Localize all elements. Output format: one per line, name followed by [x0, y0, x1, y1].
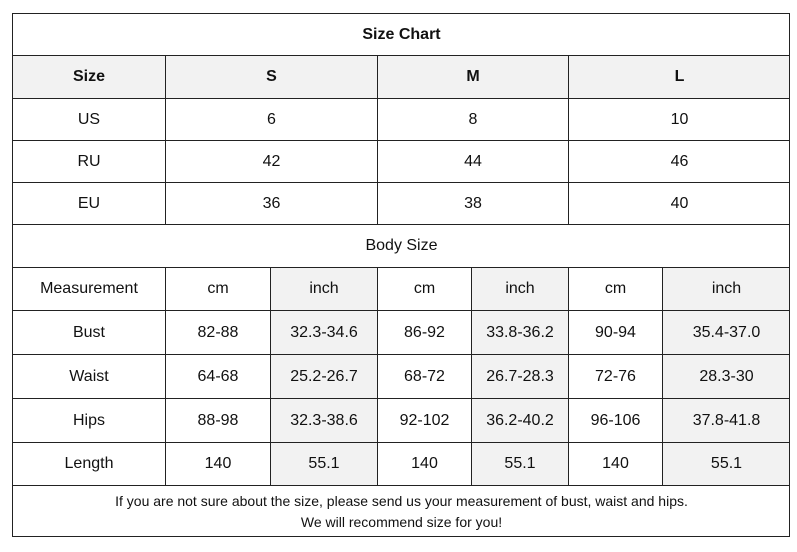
size-cell: 40 [568, 182, 790, 224]
body-header-cell: cm [568, 267, 662, 310]
size-cell: RU [12, 140, 165, 182]
body-header-cell: Measurement [12, 267, 165, 310]
title: Size Chart [12, 13, 790, 55]
body-cell: 55.1 [662, 442, 790, 485]
body-cell: 35.4-37.0 [662, 310, 790, 354]
body-cell: 72-76 [568, 354, 662, 398]
body-header-cell: inch [471, 267, 568, 310]
body-header-cell: cm [377, 267, 471, 310]
body-cell: Bust [12, 310, 165, 354]
body-cell: 28.3-30 [662, 354, 790, 398]
size-cell: 42 [165, 140, 377, 182]
body-cell: 36.2-40.2 [471, 398, 568, 442]
body-cell: Hips [12, 398, 165, 442]
body-cell: 55.1 [270, 442, 377, 485]
body-cell: 82-88 [165, 310, 270, 354]
size-cell: 44 [377, 140, 568, 182]
body-cell: 96-106 [568, 398, 662, 442]
body-cell: 86-92 [377, 310, 471, 354]
body-cell: 26.7-28.3 [471, 354, 568, 398]
body-cell: 64-68 [165, 354, 270, 398]
body-cell: 32.3-38.6 [270, 398, 377, 442]
body-cell: 140 [165, 442, 270, 485]
body-cell: 90-94 [568, 310, 662, 354]
size-header-cell: L [568, 55, 790, 98]
body-size-title: Body Size [12, 224, 790, 267]
body-header-cell: cm [165, 267, 270, 310]
size-header-cell: Size [12, 55, 165, 98]
body-cell: 68-72 [377, 354, 471, 398]
body-cell: 92-102 [377, 398, 471, 442]
size-cell: EU [12, 182, 165, 224]
body-cell: 25.2-26.7 [270, 354, 377, 398]
body-cell: Length [12, 442, 165, 485]
body-cell: 37.8-41.8 [662, 398, 790, 442]
body-cell: 33.8-36.2 [471, 310, 568, 354]
body-header-cell: inch [270, 267, 377, 310]
size-cell: 36 [165, 182, 377, 224]
body-cell: 32.3-34.6 [270, 310, 377, 354]
size-header-cell: M [377, 55, 568, 98]
body-header-cell: inch [662, 267, 790, 310]
body-cell: 140 [568, 442, 662, 485]
size-header-cell: S [165, 55, 377, 98]
footer-line: We will recommend size for you! [300, 513, 503, 530]
footer-line: If you are not sure about the size, plea… [115, 492, 688, 509]
size-cell: 10 [568, 98, 790, 140]
body-cell: 55.1 [471, 442, 568, 485]
footer: If you are not sure about the size, plea… [12, 485, 790, 537]
body-cell: 88-98 [165, 398, 270, 442]
size-cell: 8 [377, 98, 568, 140]
size-cell: 38 [377, 182, 568, 224]
size-cell: US [12, 98, 165, 140]
size-cell: 6 [165, 98, 377, 140]
body-cell: Waist [12, 354, 165, 398]
body-cell: 140 [377, 442, 471, 485]
size-cell: 46 [568, 140, 790, 182]
